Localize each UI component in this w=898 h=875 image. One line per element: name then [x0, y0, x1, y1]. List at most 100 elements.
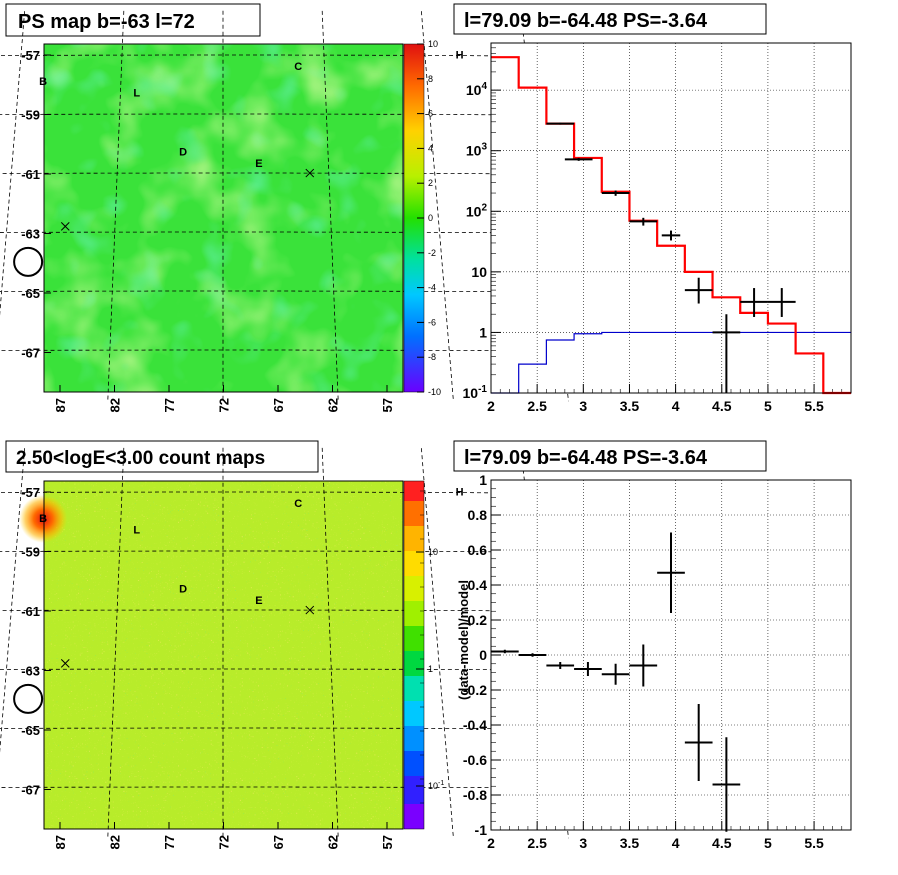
ps-map-colorbar-ticks: 10 8 6 4 2 0 -2 -4 -6 -8 -10: [417, 39, 441, 397]
count-map-cross-marker: [60, 658, 70, 668]
spectrum-data-point: [629, 217, 658, 226]
spectrum-y-tick-label: 1: [479, 324, 487, 340]
spectrum-x-tick-label: 2.5: [527, 398, 547, 414]
count-map-meridian: [421, 448, 454, 838]
count-map-circle-marker: [13, 683, 44, 714]
ps-map-colorbar-tick-label: -6: [428, 317, 436, 327]
ps-map-colorbar-tick-label: 10: [428, 39, 438, 49]
ps-map-circle-marker: [13, 246, 44, 277]
residual-panel: l=79.09 b=-64.48 PS=-3.64 (data-model)/m…: [453, 440, 852, 851]
count-map-x-tick-label: 82: [108, 835, 123, 849]
residual-frame: [490, 479, 852, 831]
count-map-colorbar-tick-label: 10-1: [428, 780, 444, 791]
ps-map-y-tick-label: -67: [21, 346, 40, 361]
residual-x-tick-label: 5.5: [804, 835, 824, 851]
residual-x-tick-label: 2: [487, 835, 495, 851]
count-map-colorbar: [403, 480, 425, 830]
count-map-plot[interactable]: [0, 447, 631, 839]
spectrum-data-point: [684, 277, 713, 304]
count-map-x-tick-label: 77: [162, 835, 177, 849]
residual-y-tick-label: 0: [479, 647, 487, 663]
count-map-cross-marker: [305, 605, 315, 615]
spectrum-data-point: [546, 122, 575, 125]
spectrum-data-point: [661, 230, 681, 241]
count-map-parallel: [0, 491, 587, 494]
count-map-y-tick-label: -59: [21, 545, 40, 560]
residual-x-tick-label: 5: [764, 835, 772, 851]
count-map-y-tick-label: -57: [21, 485, 40, 500]
count-map-source-label: L: [133, 524, 140, 536]
ps-map-colorbar-tick-label: -10: [428, 387, 441, 397]
ps-map-parallel: [0, 349, 631, 352]
ps-map-source-label: C: [294, 61, 302, 73]
spectrum-y-tick-label: 102: [466, 202, 488, 219]
ps-map-ticks: -57 -59 -61 -63 -65 -67 87 82 77 72 67 62 57: [21, 48, 395, 412]
count-map-parallel: [0, 550, 596, 553]
tick-base: 10: [463, 385, 479, 401]
spectrum-data-point: [740, 288, 768, 317]
residual-y-tick-label: 0.8: [468, 507, 488, 523]
count-map-y-tick-label: -65: [21, 723, 40, 738]
ps-map-parallel: [0, 290, 622, 293]
spectrum-x-tick-label: 3.5: [620, 398, 640, 414]
ps-map-x-tick-label: 57: [380, 398, 395, 412]
count-map-source-label: C: [294, 498, 302, 510]
residual-y-tick-label: -0.8: [463, 787, 487, 803]
residual-y-tick-label: 1: [479, 472, 487, 488]
ps-map-colorbar-tick-label: 2: [428, 178, 433, 188]
count-map-source-label: B: [39, 513, 47, 525]
ps-map-plot[interactable]: [0, 10, 631, 402]
count-map-source-label: D: [179, 583, 187, 595]
count-map-x-tick-label: 62: [326, 835, 341, 849]
ps-map-x-tick-label: 67: [271, 398, 286, 412]
count-map-hotspot-b: [19, 494, 68, 543]
count-map-source-label: E: [255, 595, 262, 607]
ps-map-parallel: [0, 113, 596, 116]
spectrum-y-tick-label: 10-1: [463, 384, 488, 401]
residual-data-point: [518, 653, 547, 657]
spectrum-data-point: [712, 314, 741, 393]
residual-x-tick-label: 2.5: [527, 835, 547, 851]
spectrum-y-tick-label: 104: [466, 81, 488, 98]
count-map-x-tick-label: 57: [380, 835, 395, 849]
ps-map-y-tick-label: -57: [21, 48, 40, 63]
ps-map-meridian: [107, 10, 125, 401]
ps-map-meridian: [421, 11, 454, 401]
ps-map-meridian: [321, 10, 339, 401]
count-map-ticks: -57 -59 -61 -63 -65 -67 87 82 77 72 67 62 57: [21, 485, 395, 849]
ps-map-parallel: [0, 172, 605, 175]
ps-map-cross-marker: [60, 221, 70, 231]
spectrum-x-tick-label: 5.5: [804, 398, 824, 414]
residual-title-box: [453, 440, 767, 472]
tick-base: 10: [466, 143, 482, 159]
count-map-panel: 2.50<logE<3.00 count maps -57 -59 -61 -63 -6…: [0, 440, 631, 849]
residual-x-tick-label: 3.5: [620, 835, 640, 851]
ps-map-x-tick-label: 87: [53, 398, 68, 412]
ps-map-x-tick-label: 82: [108, 398, 123, 412]
ps-map-colorbar-tick-label: -2: [428, 248, 436, 258]
ps-map-colorbar-tick-label: 6: [428, 109, 433, 119]
spectrum-x-tick-label: 4.5: [712, 398, 732, 414]
ps-map-colorbar-tick-label: -4: [428, 283, 436, 293]
ps-map-y-tick-label: -63: [21, 227, 40, 242]
ps-map-colorbar-tick-label: -8: [428, 352, 436, 362]
spectrum-x-tick-label: 2: [487, 398, 495, 414]
count-map-title-box: [5, 440, 319, 473]
residual-x-tick-label: 4: [672, 835, 680, 851]
ps-map-title-box: [5, 3, 261, 37]
residual-data-point: [629, 644, 658, 687]
spectrum-frame: [490, 42, 852, 394]
ps-map-y-tick-label: -59: [21, 108, 40, 123]
spectrum-title-box: [453, 3, 767, 35]
ps-map-meridian: [0, 11, 25, 316]
count-map-colorbar-tick-label: 1: [428, 664, 433, 674]
count-map-meridian: [107, 447, 125, 838]
count-map-title: 2.50<logE<3.00 count maps: [16, 448, 265, 469]
tick-exp: -1: [478, 384, 487, 395]
spectrum-data-point: [564, 157, 593, 161]
count-map-x-tick-label: 87: [53, 835, 68, 849]
residual-plot[interactable]: 1 0.8 0.6 0.4 0.2 0 -0.2 -0.4 -0.6 -0.8 -12 2.5 3 3.5…: [463, 472, 852, 851]
tick-base: 10: [466, 82, 482, 98]
ps-map-source-label: H: [456, 50, 464, 62]
